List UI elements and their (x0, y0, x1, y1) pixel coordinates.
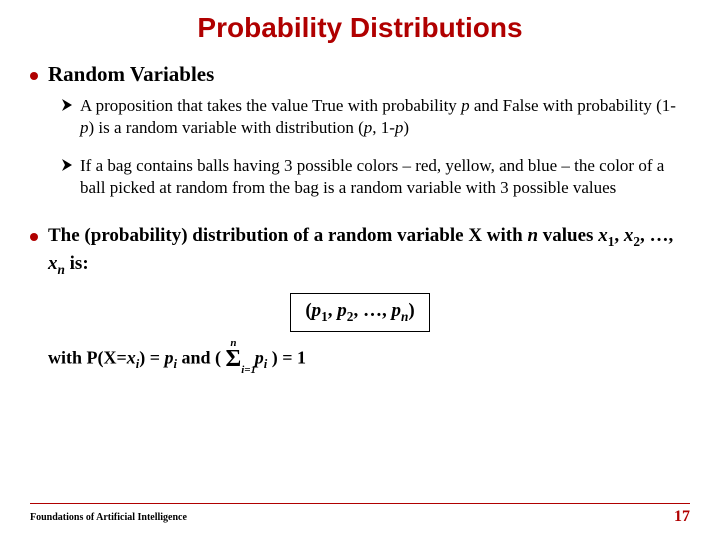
bullet-random-variables: Random Variables (30, 62, 690, 87)
formula-box-row: (p1, p2, …, pn) (30, 293, 690, 332)
bullet-dot-icon (30, 72, 38, 80)
page-number: 17 (674, 508, 690, 526)
slide-title: Probability Distributions (30, 12, 690, 44)
arrow-icon (62, 99, 72, 111)
footer-text: Foundations of Artificial Intelligence (30, 512, 187, 523)
sub-bullet-2: If a bag contains balls having 3 possibl… (62, 155, 690, 199)
formula-box: (p1, p2, …, pn) (290, 293, 429, 332)
sub-bullet-1: A proposition that takes the value True … (62, 95, 690, 139)
sub-text-1: A proposition that takes the value True … (80, 95, 690, 139)
bullet-dot-icon (30, 233, 38, 241)
sigma-icon: nΣi=1 (226, 346, 242, 373)
sub-text-2: If a bag contains balls having 3 possibl… (80, 155, 690, 199)
footer: Foundations of Artificial Intelligence 1… (30, 503, 690, 527)
distribution-text: The (probability) distribution of a rand… (48, 223, 690, 278)
section-heading: Random Variables (48, 62, 214, 87)
with-line: with P(X=xi) = pi and ( nΣi=1 pi ) = 1 (48, 346, 690, 373)
bullet-distribution: The (probability) distribution of a rand… (30, 223, 690, 278)
footer-divider (30, 503, 690, 505)
arrow-icon (62, 159, 72, 171)
